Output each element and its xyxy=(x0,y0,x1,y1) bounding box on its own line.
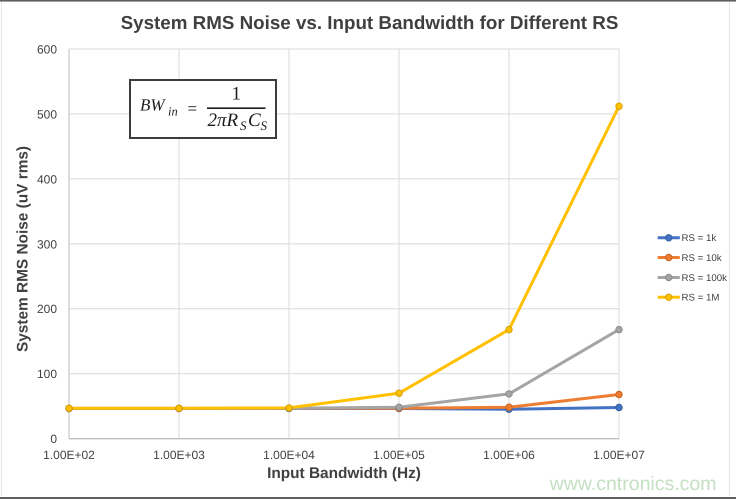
svg-text:300: 300 xyxy=(37,237,57,251)
svg-text:System RMS Noise (uV rms): System RMS Noise (uV rms) xyxy=(15,146,32,352)
svg-text:100: 100 xyxy=(37,367,57,381)
svg-text:600: 600 xyxy=(37,42,57,56)
svg-text:RS = 1M: RS = 1M xyxy=(682,293,720,304)
svg-text:1.00E+05: 1.00E+05 xyxy=(373,448,425,462)
svg-text:0: 0 xyxy=(50,432,57,446)
svg-text:1.00E+02: 1.00E+02 xyxy=(43,448,95,462)
svg-text:in: in xyxy=(168,105,178,119)
svg-text:2πR: 2πR xyxy=(208,110,239,131)
svg-text:S: S xyxy=(240,118,247,133)
svg-text:Input Bandwidth (Hz): Input Bandwidth (Hz) xyxy=(267,465,421,482)
svg-text:400: 400 xyxy=(37,172,57,186)
svg-text:500: 500 xyxy=(37,107,57,121)
svg-text:RS = 10k: RS = 10k xyxy=(682,253,722,264)
svg-text:200: 200 xyxy=(37,302,57,316)
svg-text:1: 1 xyxy=(232,84,242,105)
svg-text:C: C xyxy=(248,110,261,131)
svg-text:1.00E+03: 1.00E+03 xyxy=(153,448,205,462)
svg-text:BW: BW xyxy=(140,96,166,115)
svg-text:=: = xyxy=(188,99,198,118)
svg-text:www.cntronics.com: www.cntronics.com xyxy=(549,473,717,495)
svg-text:S: S xyxy=(261,118,268,133)
svg-text:RS = 100k: RS = 100k xyxy=(682,273,728,284)
svg-text:RS = 1k: RS = 1k xyxy=(682,233,717,244)
svg-text:1.00E+04: 1.00E+04 xyxy=(263,448,315,462)
svg-text:1.00E+07: 1.00E+07 xyxy=(593,448,645,462)
svg-text:System RMS Noise vs. Input Ban: System RMS Noise vs. Input Bandwidth for… xyxy=(121,12,619,33)
svg-text:1.00E+06: 1.00E+06 xyxy=(483,448,535,462)
